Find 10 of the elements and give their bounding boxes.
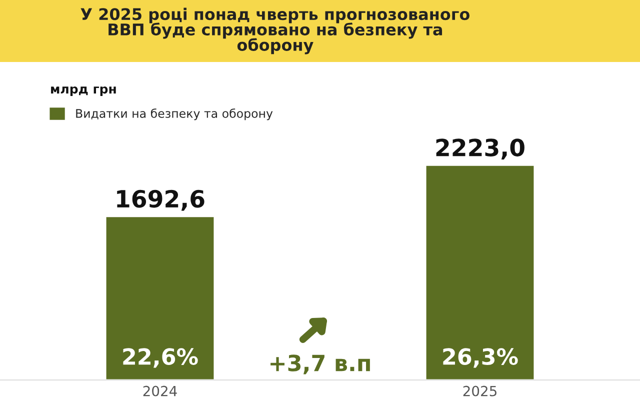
text: млрд грн bbox=[51, 86, 116, 96]
x-tick-label: 2025 bbox=[463, 386, 496, 396]
annotation: +3,7 в.п bbox=[270, 354, 370, 374]
chart-title: У 2025 році понад чверть прогнозованого ВВП буде спрямовано на безпеку та оборону bbox=[80, 8, 470, 54]
data-label: 1692,6 bbox=[117, 190, 204, 211]
legend-label: Видатки на безпеку та оборону bbox=[76, 108, 273, 120]
data-label: 2223,0 bbox=[436, 138, 524, 160]
annotation: 26,3% bbox=[443, 348, 518, 368]
annotation: 22,6% bbox=[123, 348, 198, 368]
x-tick-label: 2024 bbox=[143, 386, 177, 396]
